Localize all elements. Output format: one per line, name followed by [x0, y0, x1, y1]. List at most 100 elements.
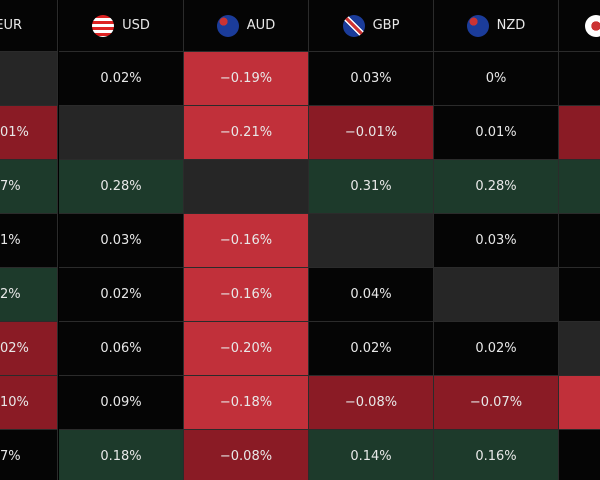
- heat-cell: −0.20%: [184, 322, 309, 376]
- change-value: −0.07%: [469, 395, 523, 410]
- heat-cell: 1%: [0, 214, 58, 268]
- heat-cell: 2%: [0, 268, 58, 322]
- change-value: 01%: [0, 125, 29, 140]
- change-value: 0.09%: [100, 395, 142, 410]
- heat-cell: [309, 214, 434, 268]
- heat-cell: 0.02%: [59, 52, 184, 106]
- heat-cell: −0.21%: [184, 106, 309, 160]
- change-value: 0.28%: [475, 179, 517, 194]
- heat-cell: [559, 160, 600, 214]
- heat-cell: 0.03%: [59, 214, 184, 268]
- heat-cell: −0.16%: [184, 214, 309, 268]
- change-value: 0.02%: [100, 287, 142, 302]
- column-header: AUD: [184, 0, 309, 52]
- heat-cell: 7%: [0, 430, 58, 480]
- change-value: 10%: [0, 395, 29, 410]
- heat-cell: [559, 268, 600, 322]
- heat-cell: [559, 52, 600, 106]
- change-value: −0.01%: [344, 125, 398, 140]
- heat-cell: 0.18%: [59, 430, 184, 480]
- heat-cell: 0.14%: [309, 430, 434, 480]
- change-value: 02%: [0, 341, 29, 356]
- currency-label: EUR: [0, 18, 22, 33]
- heat-cell: 01%: [0, 106, 58, 160]
- heat-cell: −0.01%: [309, 106, 434, 160]
- change-value: 1%: [0, 233, 21, 248]
- heat-cell: 0.31%: [309, 160, 434, 214]
- change-value: 0.02%: [350, 341, 392, 356]
- heat-cell: 0%: [434, 52, 559, 106]
- heat-cell: −0.18%: [184, 376, 309, 430]
- change-value: 0.18%: [100, 449, 142, 464]
- heat-cell: 0.03%: [434, 214, 559, 268]
- heat-cell: [559, 214, 600, 268]
- column-header: GBP: [309, 0, 434, 52]
- change-value: 0.04%: [350, 287, 392, 302]
- heat-cell: 10%: [0, 376, 58, 430]
- change-value: −0.16%: [219, 233, 273, 248]
- change-value: 0.02%: [100, 71, 142, 86]
- change-value: −0.08%: [344, 395, 398, 410]
- change-value: 7%: [0, 449, 21, 464]
- heat-cell: −0.08%: [309, 376, 434, 430]
- change-value: 0.14%: [350, 449, 392, 464]
- change-value: −0.19%: [219, 71, 273, 86]
- change-value: 0.03%: [350, 71, 392, 86]
- heat-cell: [559, 430, 600, 480]
- heat-cell: 0.02%: [434, 322, 559, 376]
- change-value: 2%: [0, 287, 21, 302]
- heat-cell: 0.28%: [59, 160, 184, 214]
- change-value: −0.08%: [219, 449, 273, 464]
- currency-label: GBP: [372, 18, 400, 33]
- heat-cell: 0.03%: [309, 52, 434, 106]
- heat-cell: −0.16%: [184, 268, 309, 322]
- change-value: 0.16%: [475, 449, 517, 464]
- heat-cell: [0, 52, 58, 106]
- change-value: −0.18%: [219, 395, 273, 410]
- heat-cell: 0.01%: [434, 106, 559, 160]
- currency-label: NZD: [496, 18, 526, 33]
- change-value: −0.20%: [219, 341, 273, 356]
- heat-cell: 0.06%: [59, 322, 184, 376]
- change-value: 0.31%: [350, 179, 392, 194]
- flag-icon: [585, 14, 600, 37]
- currency-label: USD: [122, 18, 150, 33]
- flag-icon: [342, 14, 365, 37]
- heat-cell: 0.16%: [434, 430, 559, 480]
- change-value: 0.28%: [100, 179, 142, 194]
- heat-cell: [434, 268, 559, 322]
- heat-cell: −0.19%: [184, 52, 309, 106]
- change-value: 0.03%: [475, 233, 517, 248]
- heat-cell: 0.04%: [309, 268, 434, 322]
- change-value: 0.02%: [475, 341, 517, 356]
- heat-cell: −0.07%: [434, 376, 559, 430]
- change-value: −0.21%: [219, 125, 273, 140]
- heat-cell: 7%: [0, 160, 58, 214]
- column-header: EUR: [0, 0, 58, 52]
- change-value: 0.03%: [100, 233, 142, 248]
- flag-icon: [216, 14, 239, 37]
- change-value: 0.01%: [475, 125, 517, 140]
- change-value: 0%: [485, 71, 507, 86]
- change-value: 7%: [0, 179, 21, 194]
- column-header: USD: [59, 0, 184, 52]
- heat-cell: 0.28%: [434, 160, 559, 214]
- heat-cell: 0.09%: [59, 376, 184, 430]
- heat-cell: 0.02%: [309, 322, 434, 376]
- heat-cell: 02%: [0, 322, 58, 376]
- heat-cell: [559, 376, 600, 430]
- change-value: 0.06%: [100, 341, 142, 356]
- heat-cell: [59, 106, 184, 160]
- heat-cell: −0.08%: [184, 430, 309, 480]
- heat-cell: [559, 322, 600, 376]
- change-value: −0.16%: [219, 287, 273, 302]
- heat-cell: 0.02%: [59, 268, 184, 322]
- column-header: [559, 0, 600, 52]
- flag-icon: [92, 14, 115, 37]
- flag-icon: [466, 14, 489, 37]
- currency-label: AUD: [246, 18, 276, 33]
- heat-cell: [184, 160, 309, 214]
- heat-cell: [559, 106, 600, 160]
- column-header: NZD: [434, 0, 559, 52]
